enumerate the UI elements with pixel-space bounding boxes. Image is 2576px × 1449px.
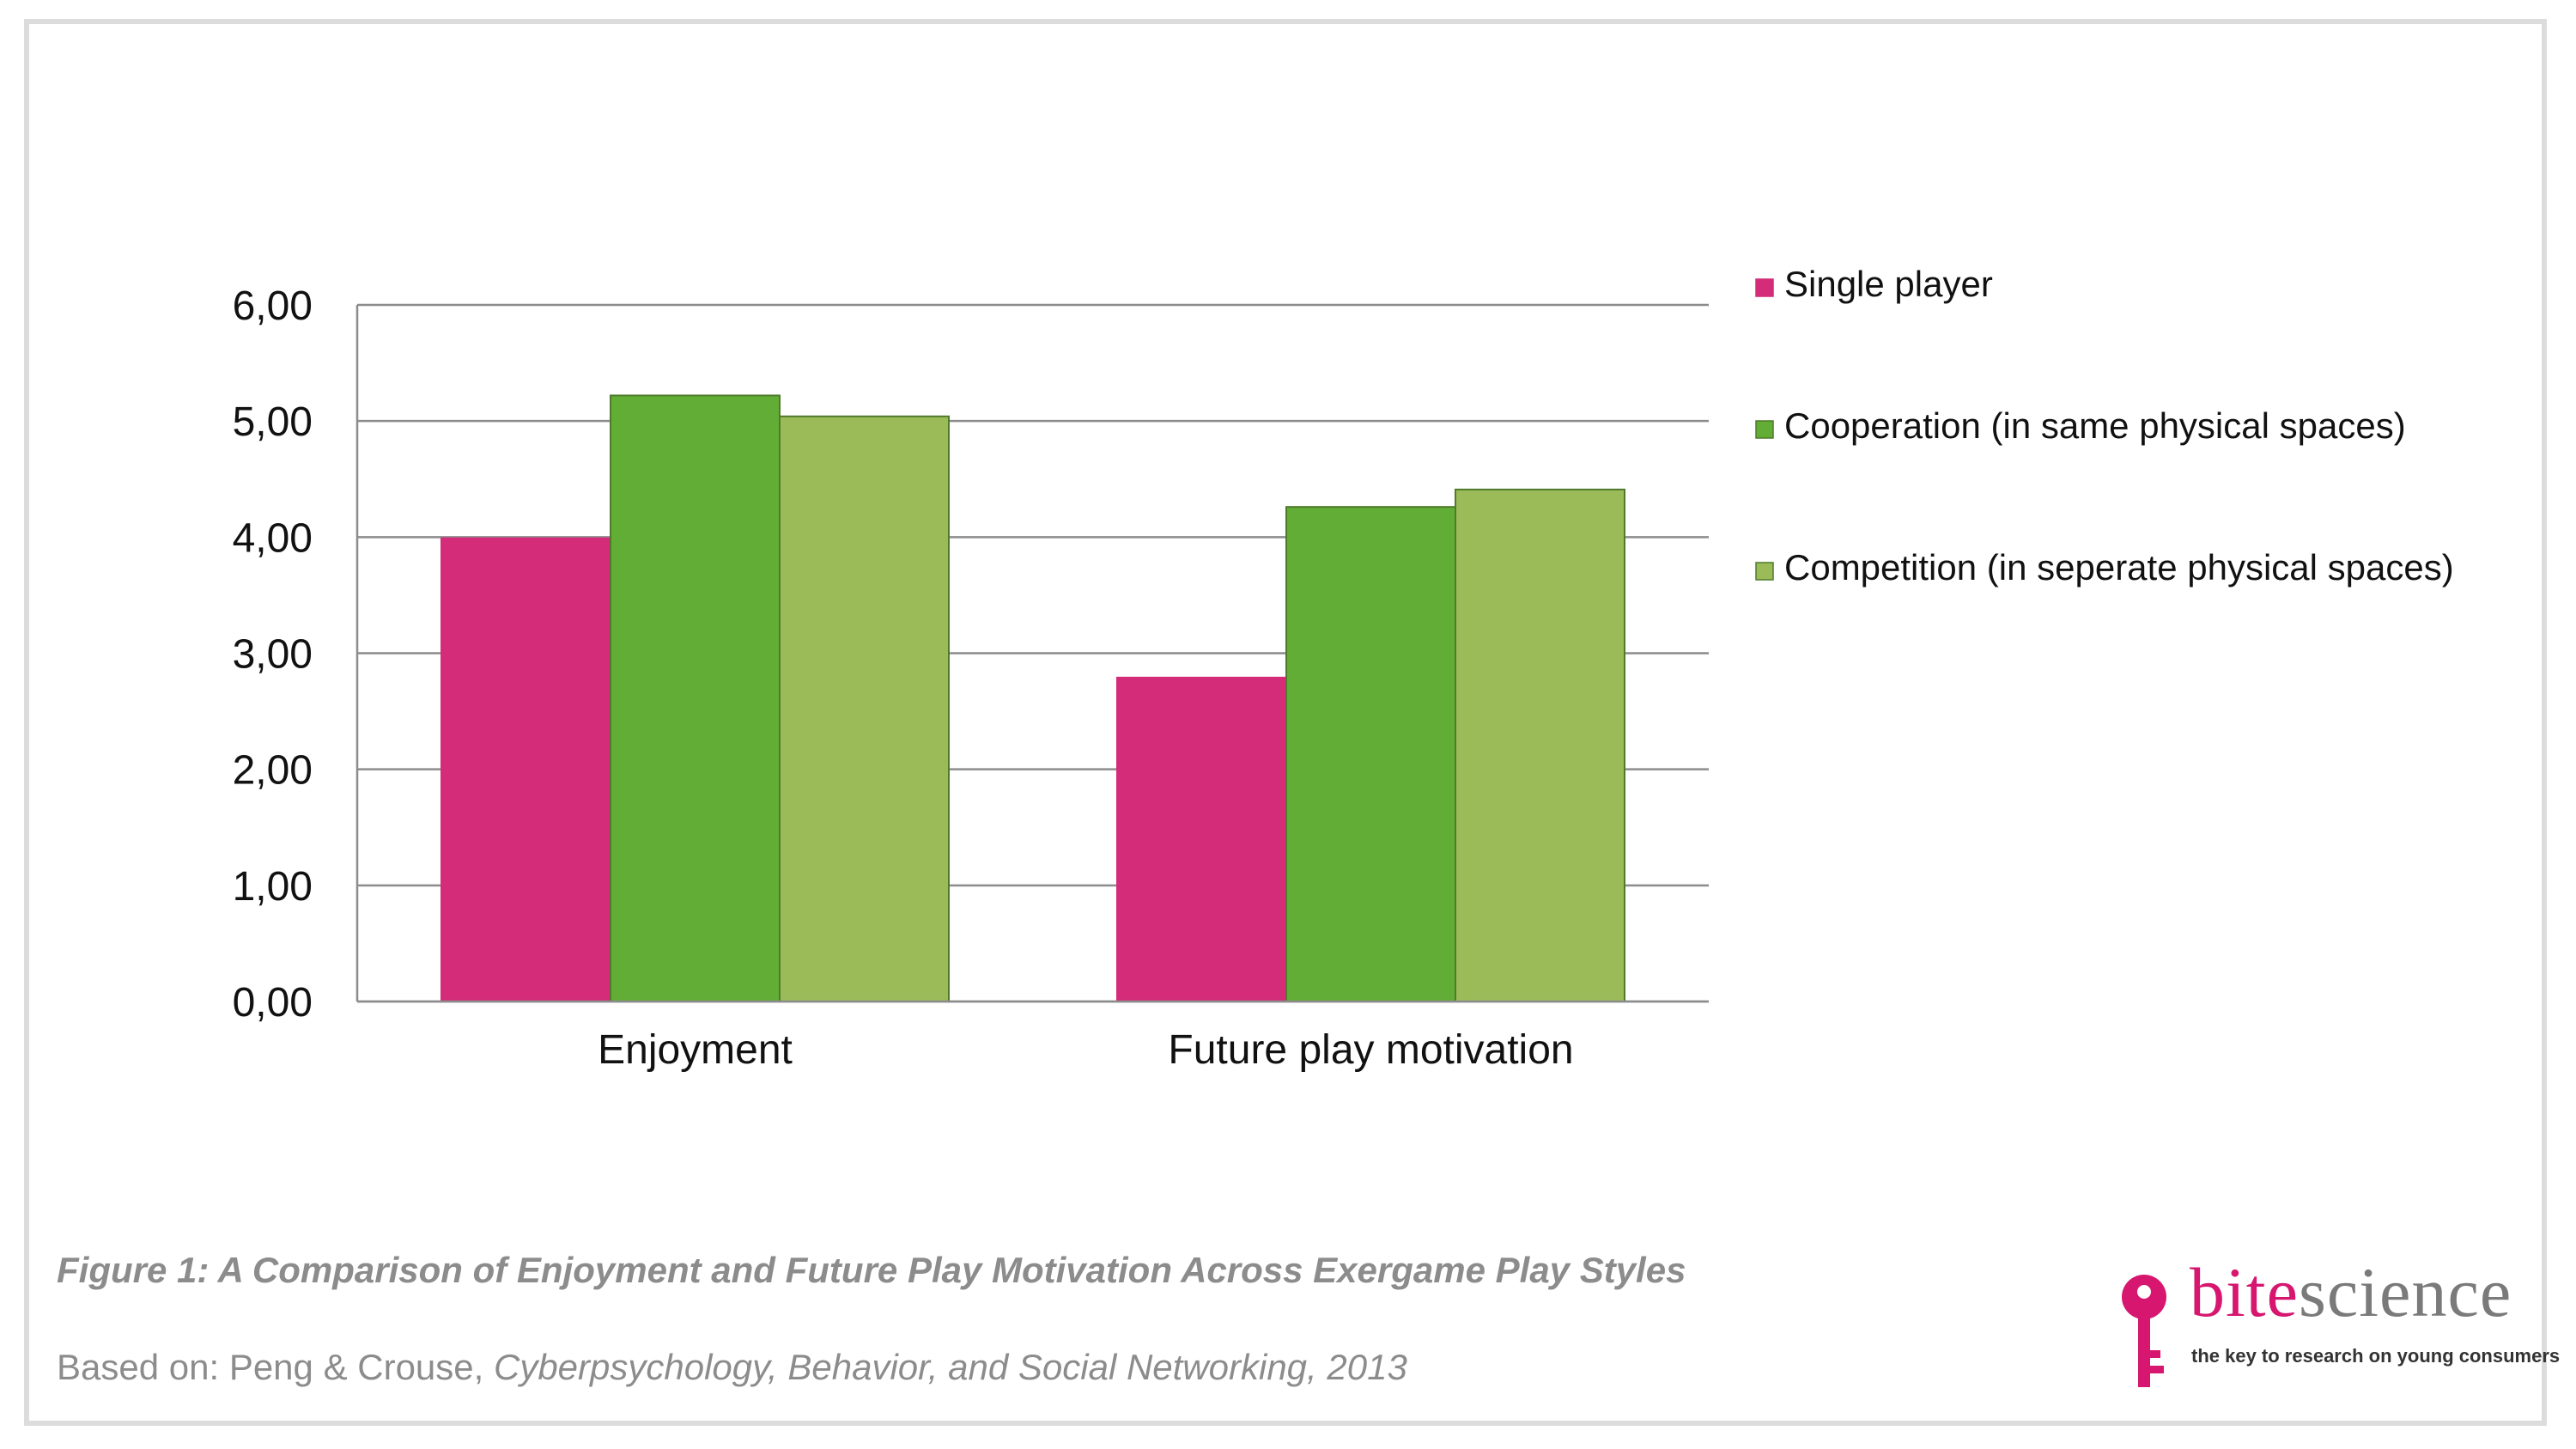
bar-3-2 <box>1455 488 1625 1002</box>
legend-label: Cooperation (in same physical spaces) <box>1784 405 2406 446</box>
bar-1-2 <box>1116 676 1287 1002</box>
legend-swatch <box>1755 278 1774 297</box>
y-tick-label: 4,00 <box>233 515 313 561</box>
y-tick-label: 0,00 <box>233 980 313 1026</box>
key-icon <box>2122 1275 2166 1387</box>
bar-2-2 <box>1285 506 1456 1002</box>
x-tick-label: Future play motivation <box>1168 1027 1573 1073</box>
y-tick-label: 3,00 <box>233 632 313 678</box>
y-tick-label: 2,00 <box>233 748 313 794</box>
source-journal: Cyberpsychology, Behavior, and Social Ne… <box>493 1347 1407 1387</box>
y-tick-label: 1,00 <box>233 864 313 910</box>
bar-3-1 <box>779 415 950 1002</box>
source-prefix: Based on: Peng & Crouse, <box>57 1347 494 1387</box>
legend-swatch <box>1755 420 1774 439</box>
brand-name-part1: bite <box>2190 1253 2299 1331</box>
figure-caption-title: Figure 1: A Comparison of Enjoyment and … <box>57 1250 1686 1290</box>
bitescience-logo: bitescience the key to research on young… <box>2114 1253 2560 1391</box>
y-tick-label: 6,00 <box>233 283 313 329</box>
bar-2-1 <box>610 394 781 1002</box>
brand-tagline: the key to research on young consumers <box>2191 1345 2561 1367</box>
x-tick-label: Enjoyment <box>598 1027 793 1073</box>
brand-name-part2: science <box>2298 1253 2512 1331</box>
legend-label: Single player <box>1784 264 1993 304</box>
brand-name: bitescience <box>2190 1252 2512 1333</box>
figure-caption-source: Based on: Peng & Crouse, Cyberpsychology… <box>57 1347 1407 1388</box>
legend-label: Competition (in seperate physical spaces… <box>1784 547 2454 588</box>
bar-1-1 <box>440 537 611 1002</box>
legend-swatch <box>1755 562 1774 581</box>
y-tick-label: 5,00 <box>233 399 313 445</box>
